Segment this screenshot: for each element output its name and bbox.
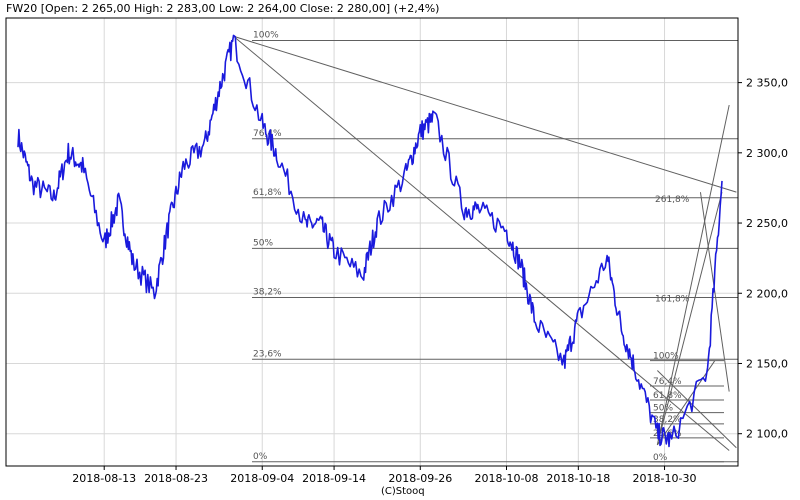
small-fib-label: 38,2%	[653, 415, 682, 425]
fib-level-label: 76,4%	[253, 129, 282, 139]
price-series	[17, 34, 723, 448]
trend-line	[656, 192, 723, 446]
fib-level-label: 50%	[253, 238, 273, 248]
small-fib-label: 50%	[653, 404, 673, 414]
price-line	[17, 34, 723, 448]
grid	[6, 18, 738, 466]
trend-line	[656, 370, 737, 449]
fib-level-label: 100%	[253, 30, 279, 40]
x-tick-label: 2018-10-08	[475, 472, 539, 485]
y-tick-label: 2 250,0	[746, 217, 788, 230]
trend-line	[656, 104, 730, 446]
y-tick-label: 2 150,0	[746, 357, 788, 370]
fib-level-label: 38,2%	[253, 287, 282, 297]
fibonacci-levels: 100%76,4%61,8%50%38,2%23,6%0%261,8%161,8…	[252, 30, 738, 463]
y-tick-label: 2 100,0	[746, 428, 788, 441]
x-tick-label: 2018-08-13	[72, 472, 136, 485]
fib-extension-label: 261,8%	[655, 195, 690, 205]
y-tick-label: 2 300,0	[746, 147, 788, 160]
x-tick-label: 2018-08-23	[144, 472, 208, 485]
trend-line	[233, 35, 730, 451]
fib-level-label: 61,8%	[253, 188, 282, 198]
x-tick-label: 2018-09-26	[388, 472, 452, 485]
small-fib-label: 100%	[653, 352, 679, 362]
credit-label: (C)Stooq	[381, 486, 425, 497]
trend-line	[699, 192, 730, 392]
x-axis: 2018-08-13 2018-08-23 2018-09-04 2018-09-14…	[72, 466, 696, 485]
y-axis: 2 100,0 2 150,0 2 200,0 2 250,0 2 300,0 2 350…	[738, 77, 788, 441]
fib-extension-label: 161,8%	[655, 294, 690, 304]
x-tick-label: 2018-10-18	[546, 472, 610, 485]
trend-line	[233, 35, 737, 193]
plot-frame	[5, 17, 739, 467]
fib-level-label: 0%	[253, 452, 268, 462]
trend-lines	[233, 35, 737, 451]
x-tick-label: 2018-10-30	[633, 472, 697, 485]
trend-line	[656, 360, 716, 446]
y-tick-label: 2 350,0	[746, 77, 788, 90]
x-tick-label: 2018-09-14	[302, 472, 366, 485]
quote-header: FW20 [Open: 2 265,00 High: 2 283,00 Low:…	[6, 2, 440, 15]
y-tick-label: 2 200,0	[746, 287, 788, 300]
small-fib-label: 76,4%	[653, 377, 682, 387]
x-tick-label: 2018-09-04	[230, 472, 294, 485]
small-fib-label: 0%	[653, 453, 668, 463]
fib-level-label: 23,6%	[253, 349, 282, 359]
